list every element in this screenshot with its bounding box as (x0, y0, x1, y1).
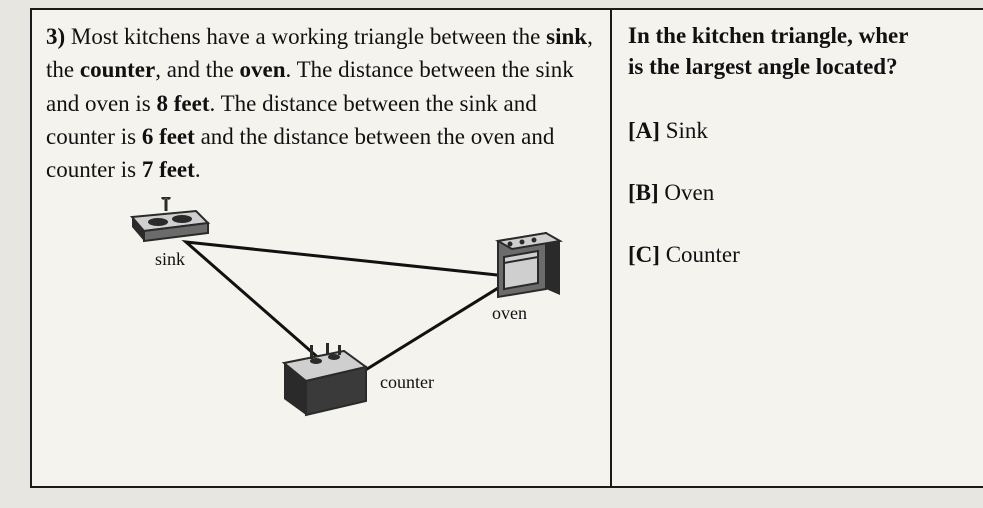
oven-node: oven (486, 223, 564, 324)
q-part-1: Most kitchens have a working triangle be… (71, 24, 546, 49)
oven-icon (486, 223, 564, 301)
q-sink: sink (546, 24, 587, 49)
worksheet-row: 3) Most kitchens have a working triangle… (30, 8, 983, 488)
answer-cell: In the kitchen triangle, wher is the lar… (612, 10, 983, 486)
q-d1: 8 feet (157, 91, 210, 116)
q-d3: 7 feet (142, 157, 195, 182)
prompt-line-1: In the kitchen triangle, wher (628, 23, 908, 48)
choice-b-letter: [B] (628, 180, 659, 205)
question-text: 3) Most kitchens have a working triangle… (46, 20, 596, 187)
q-oven: oven (240, 57, 286, 82)
choice-c: [C] Counter (628, 242, 975, 268)
counter-label: counter (380, 372, 434, 393)
q-part-3: , and the (155, 57, 239, 82)
sink-icon (126, 197, 214, 247)
sink-label: sink (155, 249, 185, 270)
q-d2: 6 feet (142, 124, 195, 149)
counter-icon (276, 337, 372, 419)
prompt-line-2: is the largest angle located? (628, 54, 898, 79)
q-counter: counter (80, 57, 155, 82)
counter-node: counter (276, 337, 434, 419)
q-part-7: . (195, 157, 201, 182)
choice-c-letter: [C] (628, 242, 660, 267)
choice-b: [B] Oven (628, 180, 975, 206)
choice-a-text: Sink (660, 118, 708, 143)
answer-prompt: In the kitchen triangle, wher is the lar… (628, 20, 975, 82)
oven-label: oven (492, 303, 527, 324)
choice-a-letter: [A] (628, 118, 660, 143)
question-number: 3) (46, 24, 65, 49)
question-cell: 3) Most kitchens have a working triangle… (32, 10, 612, 486)
kitchen-triangle-diagram: sink oven (46, 187, 596, 478)
choice-b-text: Oven (659, 180, 715, 205)
choice-a: [A] Sink (628, 118, 975, 144)
choice-c-text: Counter (660, 242, 740, 267)
sink-node: sink (126, 197, 214, 270)
